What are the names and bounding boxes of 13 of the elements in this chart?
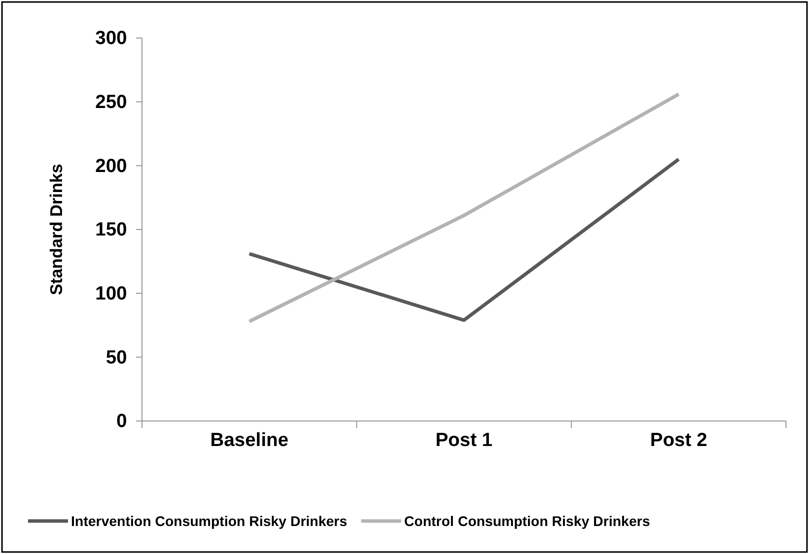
legend-label: Control Consumption Risky Drinkers bbox=[404, 513, 650, 529]
x-tick-label: Post 2 bbox=[650, 430, 708, 451]
y-tick-label: 200 bbox=[95, 156, 127, 177]
y-tick-label: 100 bbox=[95, 283, 127, 304]
y-tick-label: 250 bbox=[95, 92, 127, 113]
y-axis-title: Standard Drinks bbox=[47, 164, 66, 296]
y-tick-label: 150 bbox=[95, 220, 127, 241]
legend-label: Intervention Consumption Risky Drinkers bbox=[71, 513, 348, 529]
x-tick-label: Baseline bbox=[210, 430, 288, 451]
y-tick-label: 300 bbox=[95, 28, 127, 50]
y-tick-label: 0 bbox=[116, 411, 127, 432]
y-tick-label: 50 bbox=[106, 347, 127, 368]
x-tick-label: Post 1 bbox=[435, 430, 493, 451]
